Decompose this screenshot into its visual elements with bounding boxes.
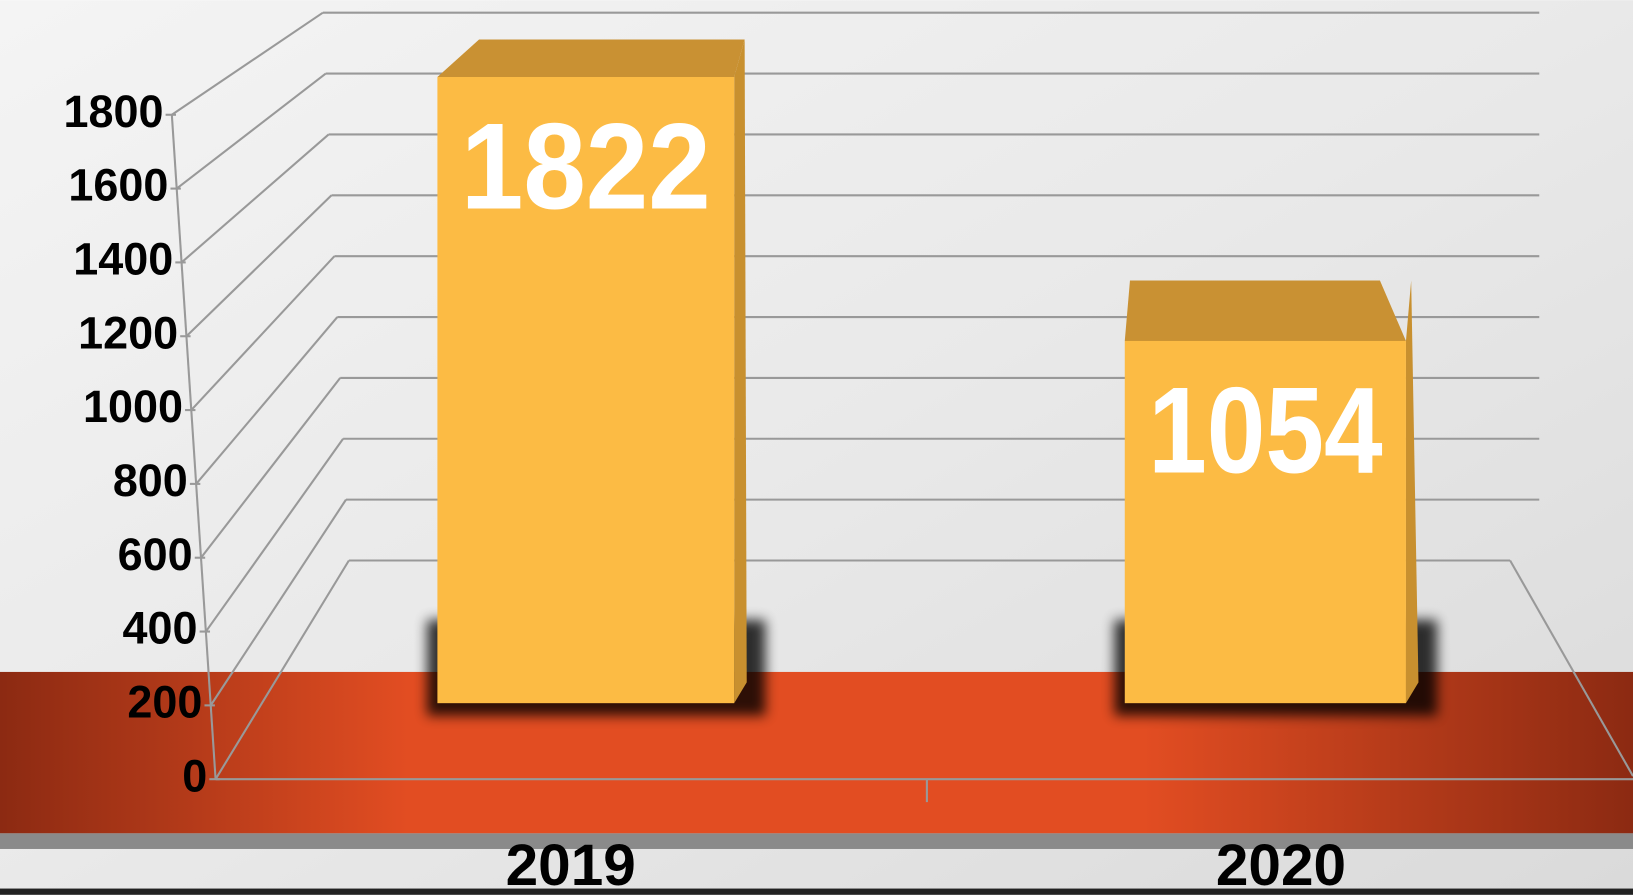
grid-line [190,255,336,411]
value-label: 1054 [1148,362,1382,499]
x-tick-label: 2019 [506,833,636,895]
y-tick-label: 0 [182,750,207,801]
grid-line [195,316,339,485]
bar-top [1124,280,1406,341]
x-tick-label: 2020 [1216,833,1346,895]
bar-side [734,39,747,704]
y-tick-label: 1000 [83,381,183,432]
y-tick-label: 800 [113,455,188,506]
grid-line [176,72,327,190]
bar [437,76,735,704]
y-axis [170,114,217,780]
y-tick-label: 1400 [73,234,173,285]
floor-right [1509,559,1633,777]
y-tick-label: 1800 [64,86,164,137]
floor-edge [0,833,1633,849]
y-tick-label: 400 [123,603,198,654]
grid-line [209,499,347,706]
grid-line [205,438,344,633]
grid-line [180,133,330,264]
bar-top [437,39,745,77]
grid-line [185,194,333,337]
floor-left [214,559,350,780]
value-label: 1822 [461,98,711,235]
grid-line [200,377,342,559]
y-tick-label: 600 [118,529,193,580]
grid-line [171,11,324,116]
bar-side [1405,280,1419,704]
bar [1124,340,1406,704]
bottom-strip [0,888,1633,895]
y-tick-label: 1600 [68,160,168,211]
y-tick-label: 1200 [78,307,178,358]
y-tick-label: 200 [127,676,202,727]
